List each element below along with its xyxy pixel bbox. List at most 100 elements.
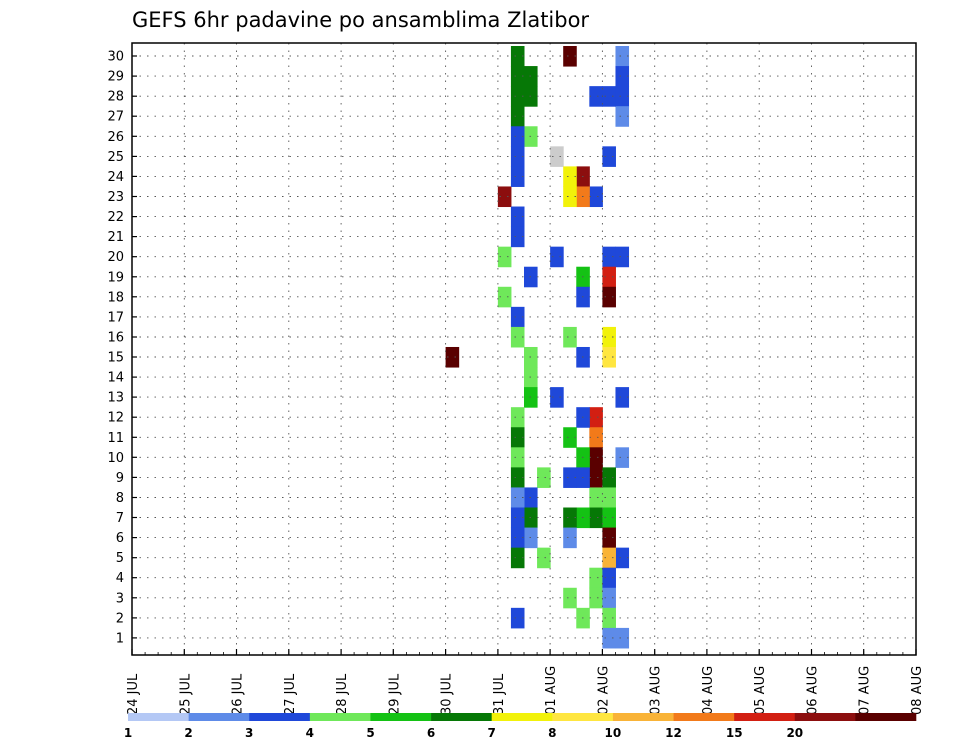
heatmap-cell bbox=[563, 587, 577, 609]
y-tick-label: 17 bbox=[107, 310, 124, 325]
colorbar-label: 10 bbox=[605, 726, 622, 740]
x-tick-label: 08 AUG bbox=[910, 666, 925, 715]
heatmap-cell bbox=[445, 346, 460, 368]
heatmap-cell bbox=[510, 507, 525, 529]
heatmap-cell bbox=[563, 527, 577, 549]
heatmap-cell bbox=[602, 266, 616, 288]
colorbar-label: 5 bbox=[366, 726, 374, 740]
y-tick-label: 28 bbox=[107, 90, 124, 105]
y-tick-label: 23 bbox=[107, 190, 124, 205]
heatmap-cell bbox=[602, 627, 616, 649]
colorbar-label: 12 bbox=[665, 726, 682, 740]
heatmap-cell bbox=[589, 186, 603, 208]
colorbar-label: 3 bbox=[245, 726, 253, 740]
y-tick-label: 29 bbox=[107, 70, 124, 85]
y-tick-label: 10 bbox=[107, 451, 124, 466]
colorbar-swatch bbox=[128, 713, 189, 721]
heatmap-cell bbox=[602, 487, 616, 509]
colorbar-label: 8 bbox=[548, 726, 556, 740]
x-tick-label: 04 AUG bbox=[701, 666, 716, 715]
heatmap-cell bbox=[602, 326, 616, 348]
colorbar-label: 1 bbox=[124, 726, 132, 740]
x-tick-label: 03 AUG bbox=[649, 666, 664, 715]
heatmap-cell bbox=[602, 146, 616, 167]
y-tick-label: 16 bbox=[107, 331, 124, 346]
heatmap-cell bbox=[589, 427, 603, 448]
heatmap-cell bbox=[563, 326, 577, 348]
heatmap-cell bbox=[615, 547, 630, 569]
heatmap-cell bbox=[563, 46, 577, 67]
y-tick-label: 18 bbox=[107, 290, 124, 305]
heatmap-cell bbox=[510, 146, 525, 167]
heatmap-cell bbox=[602, 547, 616, 569]
heatmap-cell bbox=[563, 507, 577, 529]
heatmap-cell bbox=[602, 527, 616, 549]
heatmap-cell bbox=[615, 387, 630, 408]
y-tick-label: 26 bbox=[107, 130, 124, 145]
y-tick-label: 12 bbox=[107, 411, 124, 426]
heatmap-cell bbox=[563, 186, 577, 208]
heatmap-cell bbox=[510, 467, 525, 488]
colorbar-label: 7 bbox=[488, 726, 496, 740]
heatmap-cell bbox=[510, 407, 525, 428]
heatmap-cell bbox=[510, 487, 525, 509]
y-tick-label: 20 bbox=[107, 250, 124, 265]
heatmap-cell bbox=[589, 86, 603, 107]
colorbar-swatch bbox=[370, 713, 432, 721]
heatmap-cell bbox=[589, 567, 603, 589]
x-tick-label: 29 JUL bbox=[387, 673, 402, 715]
colorbar-swatch bbox=[734, 713, 796, 721]
y-tick-label: 4 bbox=[116, 571, 124, 586]
heatmap-cell bbox=[550, 246, 564, 268]
heatmap-cell bbox=[602, 507, 616, 529]
y-tick-label: 13 bbox=[107, 391, 124, 406]
colorbar-swatch bbox=[673, 713, 735, 721]
colorbar-swatch bbox=[249, 713, 311, 721]
x-tick-label: 26 JUL bbox=[231, 673, 246, 715]
heatmap-cell bbox=[510, 527, 525, 549]
heatmap-cell bbox=[602, 467, 616, 488]
x-tick-label: 27 JUL bbox=[283, 673, 298, 715]
heatmap-cell bbox=[615, 86, 630, 107]
heatmap-cell bbox=[497, 186, 512, 208]
y-tick-label: 9 bbox=[116, 471, 124, 486]
y-tick-label: 2 bbox=[116, 611, 124, 626]
x-tick-layer: 24 JUL 25 JUL 26 JUL 27 JUL 28 JUL 29 JUL 30 J… bbox=[126, 649, 925, 715]
heatmap-cell bbox=[510, 447, 525, 468]
y-tick-label: 30 bbox=[107, 50, 124, 65]
heatmap-cell bbox=[563, 467, 577, 488]
heatmap-cell bbox=[510, 547, 525, 569]
y-tick-layer: 1234567891011121314151617181920212223242… bbox=[107, 50, 137, 646]
heatmap-cell bbox=[510, 126, 525, 147]
x-tick-label: 28 JUL bbox=[335, 673, 350, 715]
grid-layer bbox=[132, 43, 916, 655]
colorbar-swatch bbox=[309, 713, 371, 721]
x-tick-label: 01 AUG bbox=[544, 666, 559, 715]
heatmap-cell bbox=[510, 106, 525, 127]
chart-title: GEFS 6hr padavine po ansamblima Zlatibor bbox=[132, 8, 589, 32]
heatmap-cell bbox=[510, 326, 525, 348]
heatmap-cell bbox=[602, 286, 616, 308]
heatmap-cell bbox=[510, 66, 525, 87]
x-tick-label: 31 JUL bbox=[492, 673, 507, 715]
heatmap-cell bbox=[510, 166, 525, 187]
y-tick-label: 8 bbox=[116, 491, 124, 506]
colorbar-swatch bbox=[612, 713, 674, 721]
heatmap-cell bbox=[510, 206, 525, 228]
heatmap-cell bbox=[497, 246, 512, 268]
colorbar-swatch bbox=[855, 713, 917, 721]
heatmap-cell bbox=[589, 467, 603, 488]
y-tick-label: 15 bbox=[107, 351, 124, 366]
y-tick-label: 22 bbox=[107, 210, 124, 225]
y-tick-label: 11 bbox=[107, 431, 124, 446]
cell-layer bbox=[445, 46, 630, 649]
heatmap-cell bbox=[510, 607, 525, 629]
heatmap-cell bbox=[602, 86, 616, 107]
heatmap-cell bbox=[615, 246, 630, 268]
x-tick-label: 07 AUG bbox=[858, 666, 873, 715]
x-tick-label: 25 JUL bbox=[178, 673, 193, 715]
heatmap-cell bbox=[550, 387, 564, 408]
colorbar-label: 6 bbox=[427, 726, 435, 740]
heatmap-cell bbox=[589, 447, 603, 468]
heatmap-cell bbox=[615, 106, 630, 127]
